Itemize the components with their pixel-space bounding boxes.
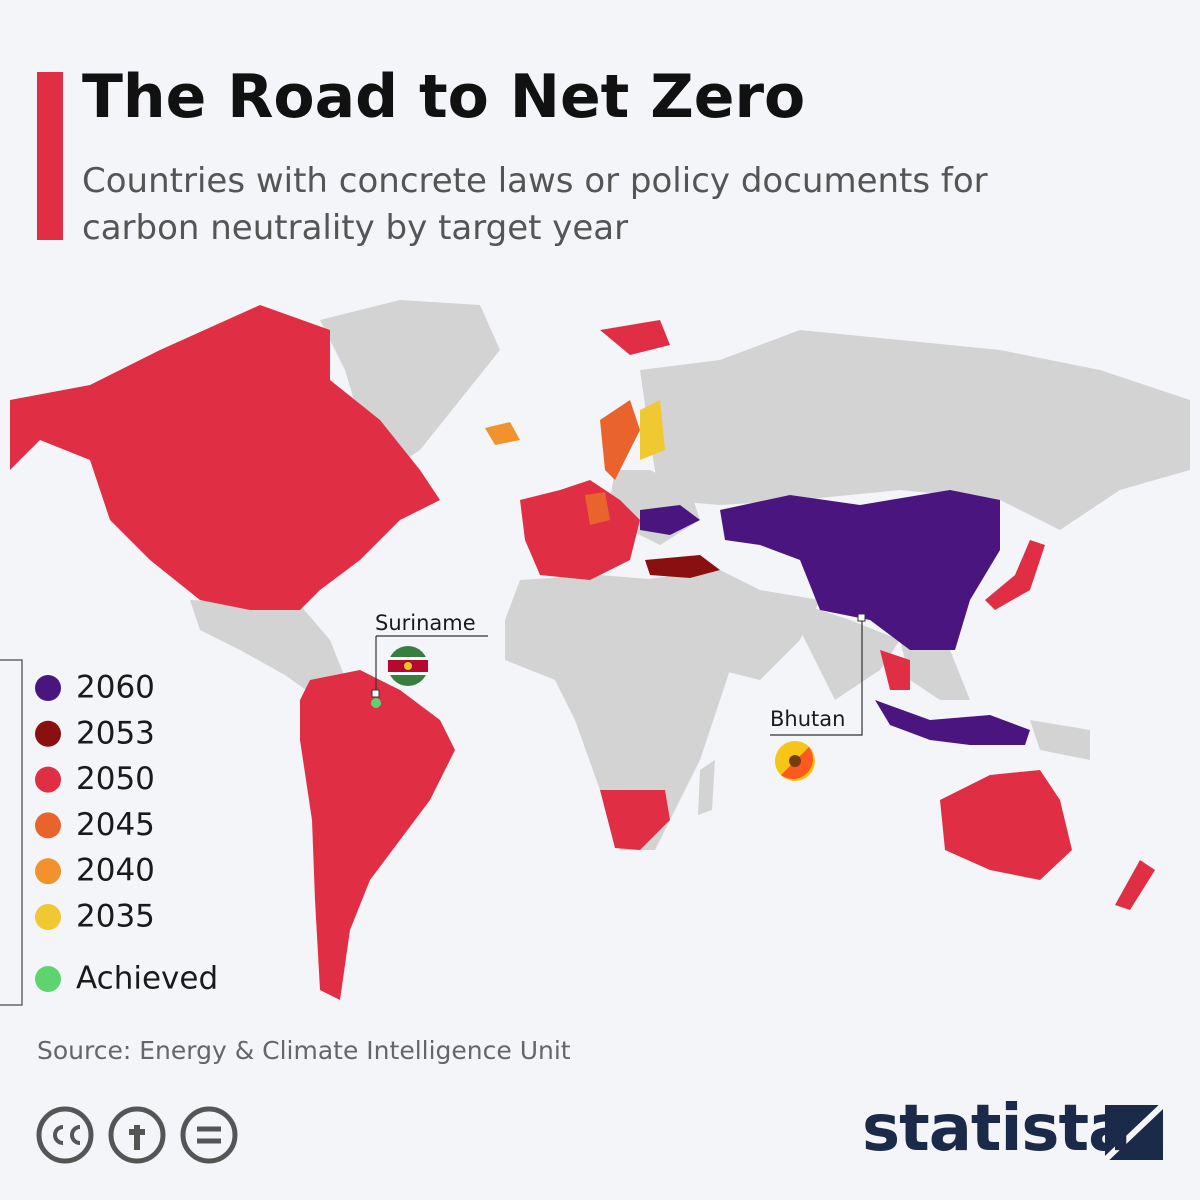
legend-swatch [35, 766, 61, 793]
turkey [645, 555, 720, 578]
finland [640, 400, 665, 460]
marker [371, 689, 380, 698]
subtitle: Countries with concrete laws or policy d… [82, 161, 988, 248]
south-america [300, 670, 455, 1000]
brand-mark [1102, 1102, 1166, 1163]
china-kazakhstan [720, 490, 1000, 650]
legend-label: 2045 [76, 807, 155, 843]
north-america [10, 305, 440, 610]
legend-swatch [35, 812, 61, 839]
australia [940, 770, 1072, 880]
png [1030, 720, 1090, 760]
suriname [371, 698, 381, 708]
south-africa [600, 790, 670, 850]
legend-swatch [35, 675, 61, 701]
south-asia [790, 600, 900, 700]
central-america [190, 600, 350, 700]
indonesia [875, 700, 1030, 745]
ukraine [640, 505, 700, 535]
legend-label: Achieved [76, 961, 218, 997]
annotation-label: Suriname [375, 611, 476, 635]
accent-bar [37, 72, 63, 240]
title: The Road to Net Zero [82, 62, 806, 132]
russia [640, 330, 1190, 530]
southeast-asia [900, 640, 970, 700]
sweden-germany [585, 400, 640, 525]
legend-label: 2053 [76, 715, 155, 751]
legend-label: 2060 [76, 670, 155, 706]
iceland [485, 422, 520, 445]
africa [505, 575, 730, 850]
legend-label: 2040 [76, 853, 155, 889]
annotation-label: Bhutan [770, 707, 845, 731]
license-icons [36, 1106, 238, 1164]
marker [857, 613, 866, 622]
legend-label: 2035 [76, 899, 155, 935]
suriname-flag [388, 646, 428, 686]
legend-swatch [35, 966, 61, 992]
laos-thailand [880, 650, 910, 690]
svalbard [600, 320, 670, 355]
legend-swatch [35, 858, 61, 885]
legend-bracket [0, 659, 23, 1006]
brand: statista [862, 1092, 1131, 1166]
legend-swatch [35, 720, 61, 747]
legend-swatch [35, 904, 61, 930]
western-europe [520, 480, 640, 580]
new-zealand [1115, 860, 1155, 910]
leader-line [375, 635, 488, 693]
bhutan-flag [775, 741, 815, 781]
leader-line [770, 620, 863, 736]
japan [985, 540, 1045, 610]
madagascar [698, 760, 715, 815]
legend: 2060 2053 2050 2045 2040 2035 Achieved [35, 670, 218, 997]
legend-label: 2050 [76, 761, 155, 797]
middle-east [640, 570, 820, 680]
source: Source: Energy & Climate Intelligence Un… [37, 1036, 571, 1065]
